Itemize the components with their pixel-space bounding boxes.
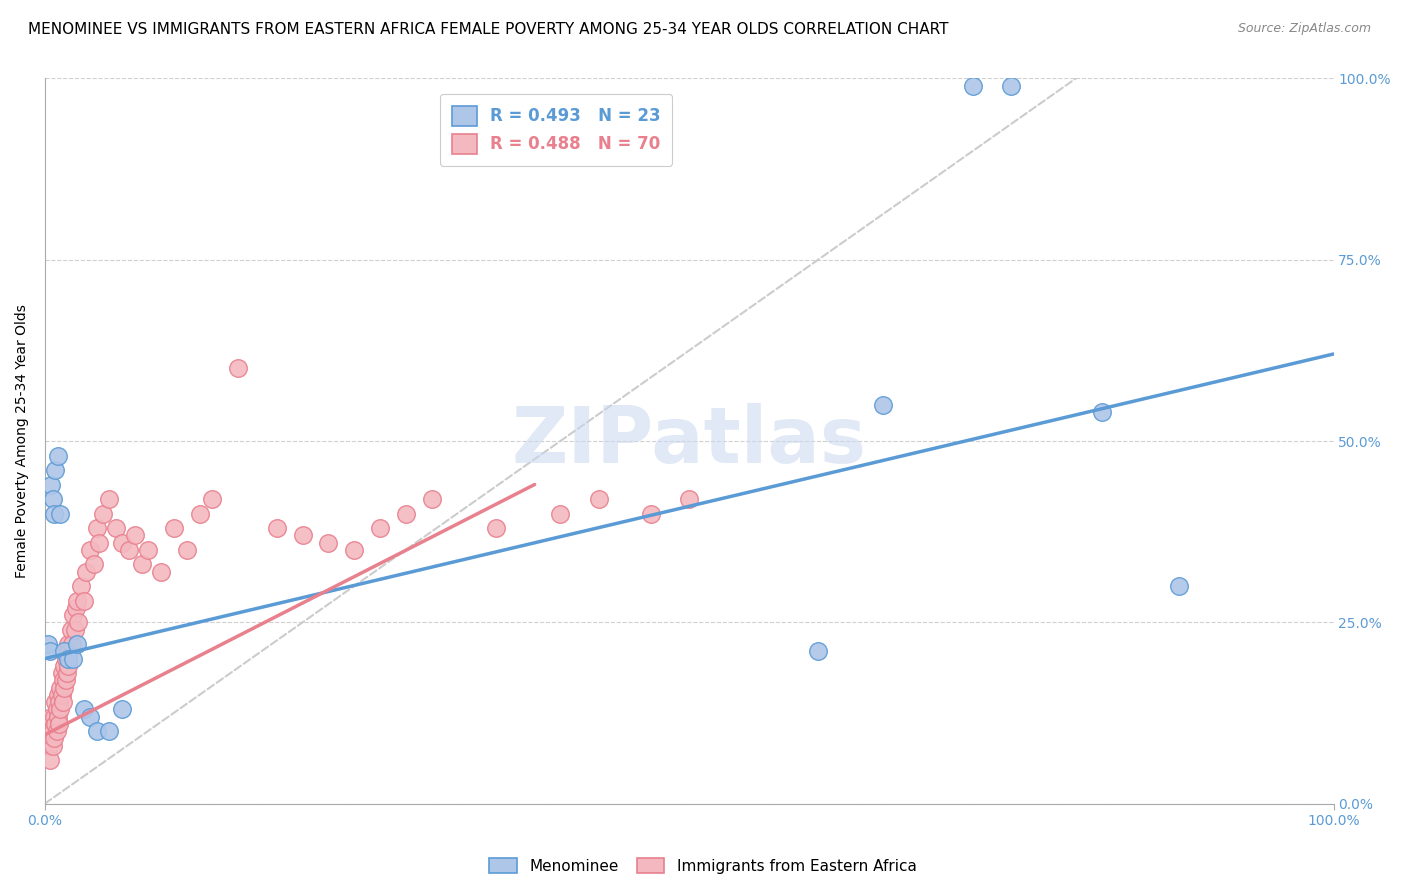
Point (51, 688, 73, 702)
Point (550, 507, 572, 521)
Point (87, 535, 110, 549)
Point (111, 535, 134, 549)
Point (42, 731, 65, 746)
Legend: Menominee, Immigrants from Eastern Africa: Menominee, Immigrants from Eastern Afric… (484, 852, 922, 880)
Point (149, 565, 172, 579)
Point (67, 615, 90, 630)
Point (52, 673, 75, 688)
Point (86, 724, 108, 739)
Point (131, 558, 153, 572)
Point (83, 558, 105, 572)
Point (45, 724, 67, 739)
Point (136, 542, 159, 557)
Point (395, 507, 418, 521)
Point (60, 637, 83, 651)
Point (55, 651, 77, 665)
Point (678, 491, 700, 506)
Point (58, 644, 80, 658)
Point (41, 739, 63, 753)
Point (42, 507, 65, 521)
Point (44, 695, 66, 709)
Point (37, 637, 59, 651)
Point (56, 637, 79, 651)
Point (226, 361, 249, 376)
Point (104, 521, 127, 535)
Point (59, 623, 82, 637)
Point (55, 673, 77, 688)
Legend: R = 0.493   N = 23, R = 0.488   N = 70: R = 0.493 N = 23, R = 0.488 N = 70 (440, 94, 672, 166)
Point (65, 600, 87, 615)
Point (807, 644, 830, 658)
Text: Source: ZipAtlas.com: Source: ZipAtlas.com (1237, 22, 1371, 36)
Point (640, 507, 662, 521)
Point (1167, 579, 1189, 593)
Point (39, 644, 62, 658)
Point (111, 702, 134, 716)
Point (56, 651, 79, 665)
Point (45, 702, 67, 716)
Point (62, 651, 84, 665)
Point (56, 658, 79, 673)
Point (98, 724, 121, 739)
Point (118, 542, 141, 557)
Point (56, 666, 79, 681)
Point (1000, 78, 1022, 93)
Point (41, 709, 63, 723)
Point (48, 716, 70, 731)
Point (368, 521, 391, 535)
Point (46, 688, 69, 702)
Point (485, 521, 508, 535)
Point (53, 658, 76, 673)
Point (70, 579, 93, 593)
Point (53, 644, 76, 658)
Point (46, 709, 69, 723)
Point (51, 666, 73, 681)
Text: ZIPatlas: ZIPatlas (512, 403, 866, 479)
Point (291, 528, 314, 542)
Point (872, 398, 894, 412)
Point (44, 716, 66, 731)
Point (49, 681, 72, 695)
Point (44, 463, 66, 477)
Point (41, 477, 63, 491)
Point (1090, 405, 1112, 419)
Point (318, 535, 340, 549)
Point (41, 724, 63, 739)
Point (48, 695, 70, 709)
Point (124, 528, 146, 542)
Text: MENOMINEE VS IMMIGRANTS FROM EASTERN AFRICA FEMALE POVERTY AMONG 25-34 YEAR OLDS: MENOMINEE VS IMMIGRANTS FROM EASTERN AFR… (28, 22, 949, 37)
Point (42, 709, 65, 723)
Point (79, 542, 101, 557)
Point (75, 565, 97, 579)
Point (72, 593, 94, 607)
Point (188, 507, 211, 521)
Point (98, 491, 121, 506)
Point (46, 449, 69, 463)
Point (588, 491, 610, 506)
Point (62, 607, 84, 622)
Point (53, 681, 76, 695)
Point (343, 542, 366, 557)
Point (39, 753, 62, 767)
Point (63, 623, 86, 637)
Point (49, 702, 72, 716)
Point (86, 521, 108, 535)
Point (66, 637, 89, 651)
Point (66, 593, 89, 607)
Point (91, 507, 114, 521)
Point (72, 702, 94, 716)
Point (41, 491, 63, 506)
Point (41, 724, 63, 739)
Point (201, 491, 224, 506)
Point (52, 695, 75, 709)
Point (79, 709, 101, 723)
Point (38, 739, 60, 753)
Point (962, 78, 984, 93)
Point (163, 521, 186, 535)
Point (266, 521, 288, 535)
Point (49, 507, 72, 521)
Point (420, 491, 443, 506)
Y-axis label: Female Poverty Among 25-34 Year Olds: Female Poverty Among 25-34 Year Olds (15, 304, 30, 578)
Point (176, 542, 198, 557)
